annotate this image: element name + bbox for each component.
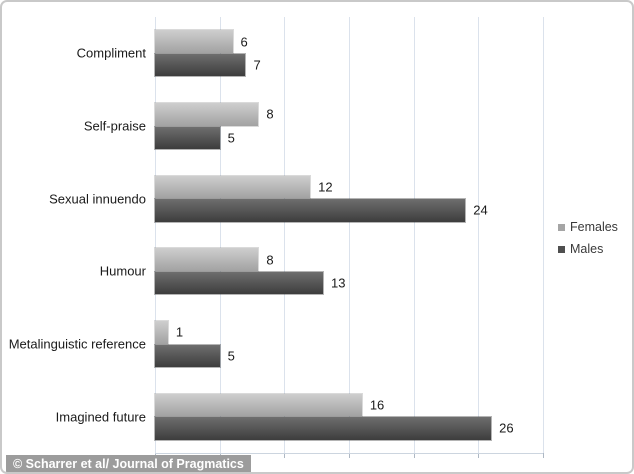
legend-label-males: Males	[570, 242, 604, 256]
value-label-males-imagined-future: 26	[499, 420, 514, 436]
gridline-20	[413, 17, 415, 453]
legend-swatch-males-icon	[558, 245, 565, 253]
category-label-compliment: Compliment	[76, 45, 146, 61]
bar-males-compliment	[155, 53, 246, 77]
value-label-males-self-praise: 5	[227, 130, 235, 146]
value-label-females-compliment: 6	[240, 34, 248, 50]
bar-females-compliment	[155, 30, 233, 53]
legend-swatch-females-icon	[558, 223, 565, 231]
gridline-15	[348, 17, 350, 453]
bar-females-self-praise	[155, 103, 259, 126]
gridline-5	[219, 17, 221, 453]
gridline-10	[284, 17, 286, 453]
category-label-humour: Humour	[99, 263, 146, 279]
value-label-males-humour: 13	[331, 275, 346, 291]
value-label-females-imagined-future: 16	[369, 397, 385, 413]
legend-label-females: Females	[570, 220, 618, 234]
value-label-females-self-praise: 8	[266, 106, 274, 122]
bar-males-self-praise	[155, 126, 220, 149]
bar-females-metalinguistic-reference	[155, 321, 168, 344]
category-label-sexual-innuendo: Sexual innuendo	[49, 191, 146, 207]
x-axis-tick-20	[413, 453, 415, 458]
gridline-25	[478, 17, 480, 453]
category-label-metalinguistic-reference: Metalinguistic reference	[8, 336, 146, 352]
x-axis-tick-10	[284, 453, 286, 458]
x-axis-tick-30	[542, 453, 544, 458]
bar-males-metalinguistic-reference	[155, 344, 220, 367]
x-axis-line	[155, 453, 543, 454]
legend-item-females: Females	[558, 216, 618, 238]
bar-females-sexual-innuendo	[155, 175, 311, 199]
bar-females-humour	[155, 248, 259, 271]
x-axis-tick-25	[478, 453, 480, 458]
bar-males-sexual-innuendo	[155, 199, 466, 222]
legend: Females Males	[558, 216, 618, 260]
gridline-0	[155, 17, 156, 453]
bar-males-humour	[155, 271, 324, 295]
x-axis-tick-15	[348, 453, 350, 458]
legend-item-males: Males	[558, 238, 618, 260]
value-label-females-sexual-innuendo: 12	[318, 179, 333, 195]
gridline-30	[542, 17, 544, 453]
category-label-self-praise: Self-praise	[83, 118, 146, 134]
value-label-males-metalinguistic-reference: 5	[227, 348, 235, 364]
bar-males-imagined-future	[155, 417, 492, 440]
value-label-females-humour: 8	[266, 252, 274, 268]
value-label-males-compliment: 7	[253, 57, 261, 73]
category-label-imagined-future: Imagined future	[55, 409, 146, 425]
value-label-males-sexual-innuendo: 24	[473, 202, 488, 218]
bar-females-imagined-future	[155, 393, 362, 417]
value-label-females-metalinguistic-reference: 1	[175, 324, 184, 340]
source-caption-badge: © Scharrer et al/ Journal of Pragmatics	[6, 455, 251, 472]
source-caption-text: © Scharrer et al/ Journal of Pragmatics	[13, 457, 244, 471]
